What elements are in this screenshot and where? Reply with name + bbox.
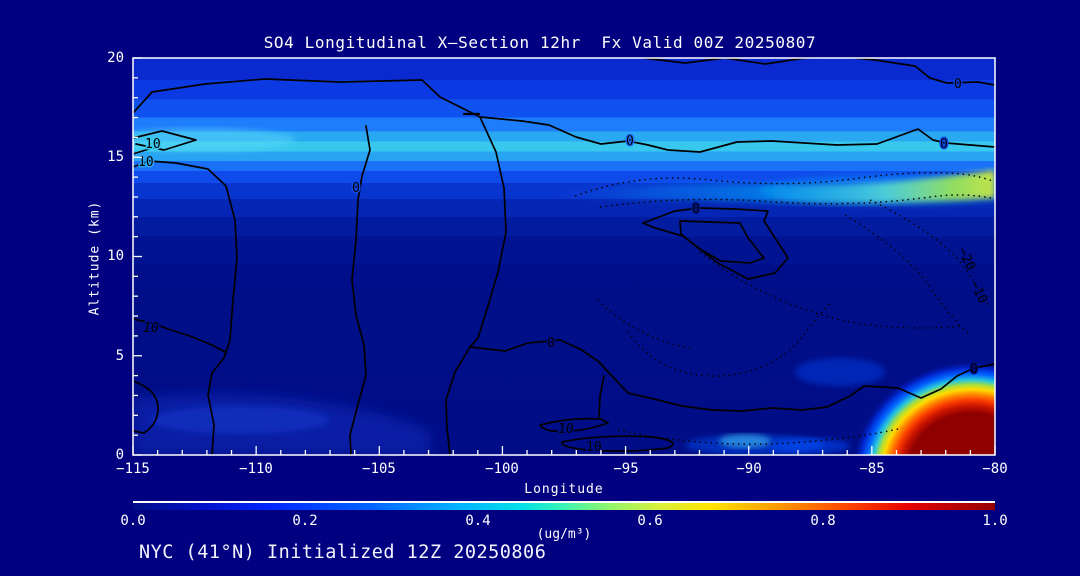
contour-label: 0	[940, 137, 948, 152]
contour-line-dotted	[597, 299, 691, 349]
contour-line	[445, 346, 471, 455]
x-tick-label: −105	[362, 461, 396, 477]
colorbar-tick-label: 0.6	[637, 513, 663, 529]
contour-line	[133, 130, 197, 151]
x-tick-label: −110	[239, 461, 273, 477]
y-tick-label: 20	[107, 50, 124, 66]
shading-detail-patches	[133, 128, 995, 455]
contour-label: 10	[138, 155, 154, 170]
lower-left-blue-glow	[150, 406, 330, 434]
contour-line	[469, 339, 995, 412]
contour-line	[133, 147, 153, 155]
contour-label: 0	[547, 336, 555, 351]
red-max-region	[845, 354, 995, 455]
filled-contour-shading	[133, 58, 995, 455]
contour-line	[642, 58, 995, 86]
x-axis-label: Longitude	[524, 482, 604, 497]
contour-label: 10	[558, 422, 574, 437]
contour-line-dotted	[699, 251, 963, 329]
x-tick-label: −90	[736, 461, 762, 477]
contour-label: 10	[143, 321, 159, 336]
colorbar-tick-label: 0.8	[810, 513, 836, 529]
footer-annotation: NYC (41°N) Initialized 12Z 20250806	[139, 542, 547, 563]
x-tick-label: −100	[485, 461, 519, 477]
y-tick-label: 10	[107, 248, 124, 264]
y-tick-label: 15	[107, 149, 124, 165]
plot-title: SO4 Longitudinal X—Section 12hr Fx Valid…	[263, 33, 817, 52]
contour-label: 0	[692, 202, 700, 217]
contour-line	[133, 78, 995, 153]
colorbar-units: (ug/m³)	[536, 527, 592, 542]
contour-line	[561, 435, 674, 452]
plot-frame	[132, 57, 996, 456]
dotted-negative-contours	[574, 171, 995, 445]
contour-line	[539, 417, 609, 433]
contour-line-dotted	[617, 427, 903, 445]
contour-line	[349, 125, 371, 455]
colorbar-tick-label: 0.2	[292, 513, 318, 529]
solid-contours	[133, 58, 995, 455]
y-tick-label: 0	[115, 447, 124, 463]
contour-line	[133, 380, 159, 434]
contour-line	[133, 160, 238, 455]
contour-label: 0	[954, 77, 962, 92]
x-tick-label: −115	[116, 461, 150, 477]
y-tick-label: 5	[115, 348, 124, 364]
colorbar-tick-label: 0.0	[120, 513, 146, 529]
contour-line	[598, 375, 605, 418]
contour-line-dotted	[574, 171, 995, 197]
colorbar-tick-label: 1.0	[982, 513, 1008, 529]
contour-label: 0	[626, 134, 634, 149]
bottom-blue-spot	[770, 438, 850, 454]
colorbar	[133, 501, 995, 510]
colorbar-tick-label: 0.4	[465, 513, 491, 529]
contour-label: 10	[586, 440, 602, 455]
mid-right-blue-patch	[795, 358, 885, 386]
contour-label: 0	[970, 362, 978, 377]
contour-line	[133, 318, 226, 353]
upper-right-cyan-green-streak	[560, 170, 995, 204]
contour-label: 10	[145, 137, 161, 152]
contour-line	[679, 220, 765, 264]
x-tick-label: −80	[982, 461, 1008, 477]
contour-line	[469, 116, 507, 348]
x-tick-label: −95	[613, 461, 639, 477]
contour-label: 0	[352, 181, 360, 196]
x-tick-label: −85	[859, 461, 885, 477]
bottom-cyan-spot	[719, 434, 771, 448]
